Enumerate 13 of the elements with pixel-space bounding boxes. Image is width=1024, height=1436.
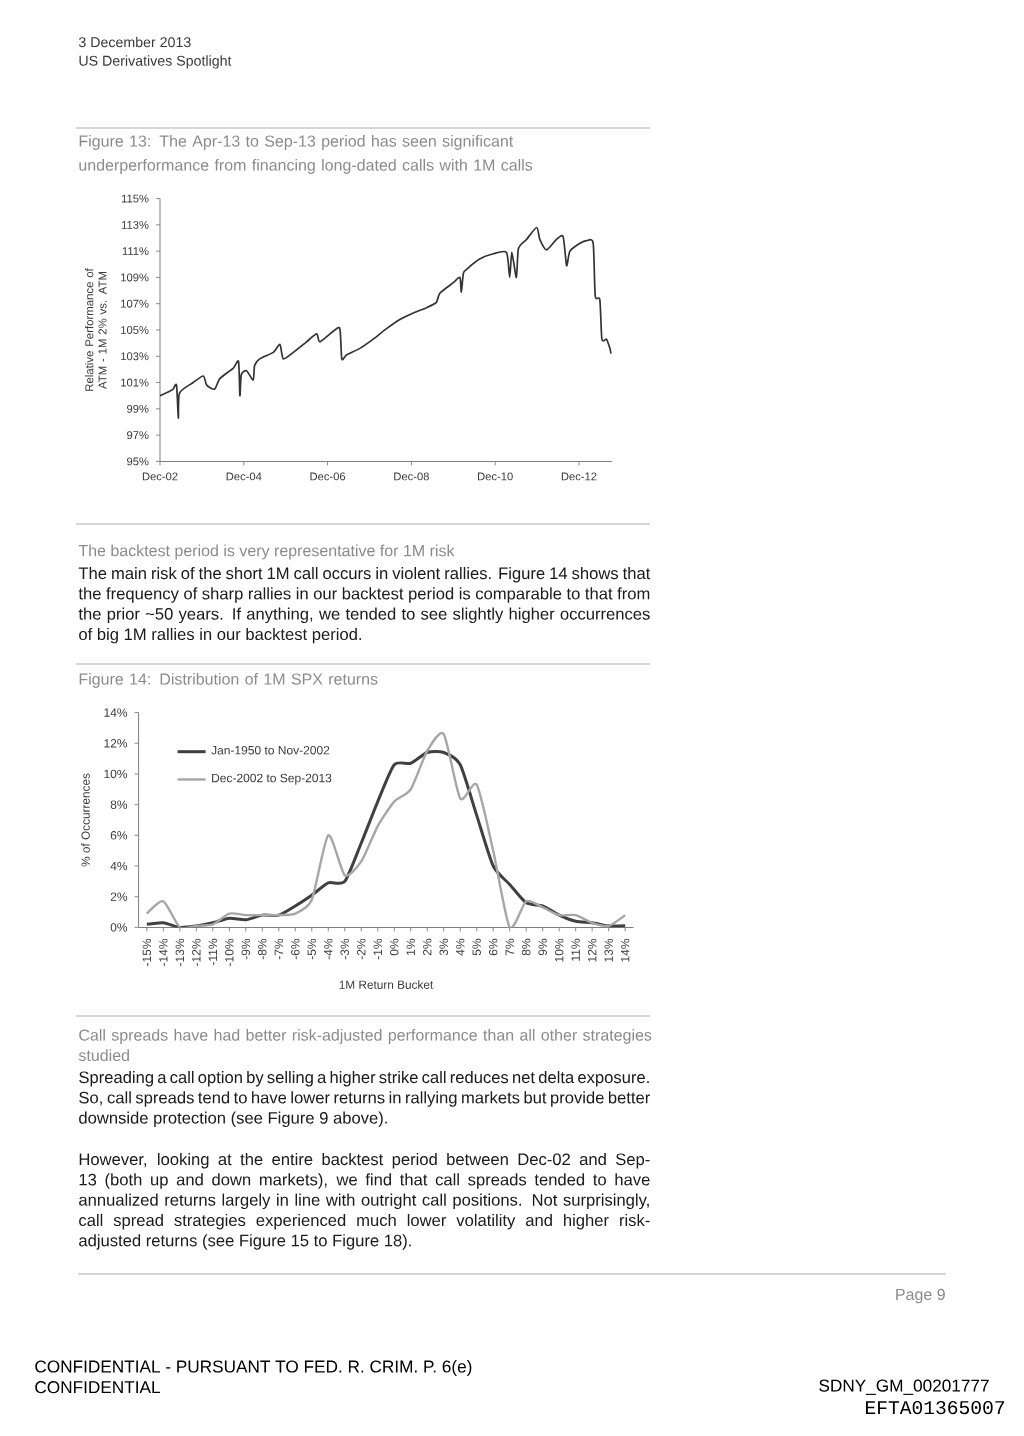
text: The backtest period is very representative for 1M risk xyxy=(78,544,455,560)
text: CONFIDENTIAL - PURSUANT TO FED. R. CRIM. P. 6(e) xyxy=(35,1360,472,1376)
chart-title: Figure 14: Distribution of 1M SPX returns xyxy=(79,672,378,688)
text: Spreading a call option by selling a higher strike call reduces net delta exposure. So, call spreads tend to have lower returns in rallying markets but provide better downside protection (see Figure 9 above). xyxy=(79,1071,651,1128)
text: SDNY_GM_00201777 xyxy=(819,1379,989,1395)
text: Page 9 xyxy=(896,1288,945,1304)
line-series xyxy=(160,226,612,419)
text: Call spreads have had better risk-adjusted performance than all other strategies studied xyxy=(78,1028,652,1062)
text: The main risk of the short 1M call occurs in violent rallies. Figure 14 shows that the frequency of sharp rallies in our backtest period is comparable to that from the prior ~50 years. If anything, we tended to see slightly higher occurrences of big 1M rallies in our backtest period. xyxy=(78,567,651,644)
text: EFTA01365007 xyxy=(866,1400,1005,1415)
text: CONFIDENTIAL xyxy=(35,1381,160,1394)
text: However, looking at the entire backtest period between Dec-02 and Sep-13 (both up and down markets), we find that call spreads tended to have annualized returns largely in line with outright call positions. Not surprisingly, call spread strategies experienced much lower volatility and higher risk-adjusted returns (see Figure 15 to Figure 18). xyxy=(79,1153,650,1250)
chart-title: Figure 13: The Apr-13 to Sep-13 period has seen significant underperformance from financing long-dated calls with 1M calls xyxy=(79,134,533,174)
